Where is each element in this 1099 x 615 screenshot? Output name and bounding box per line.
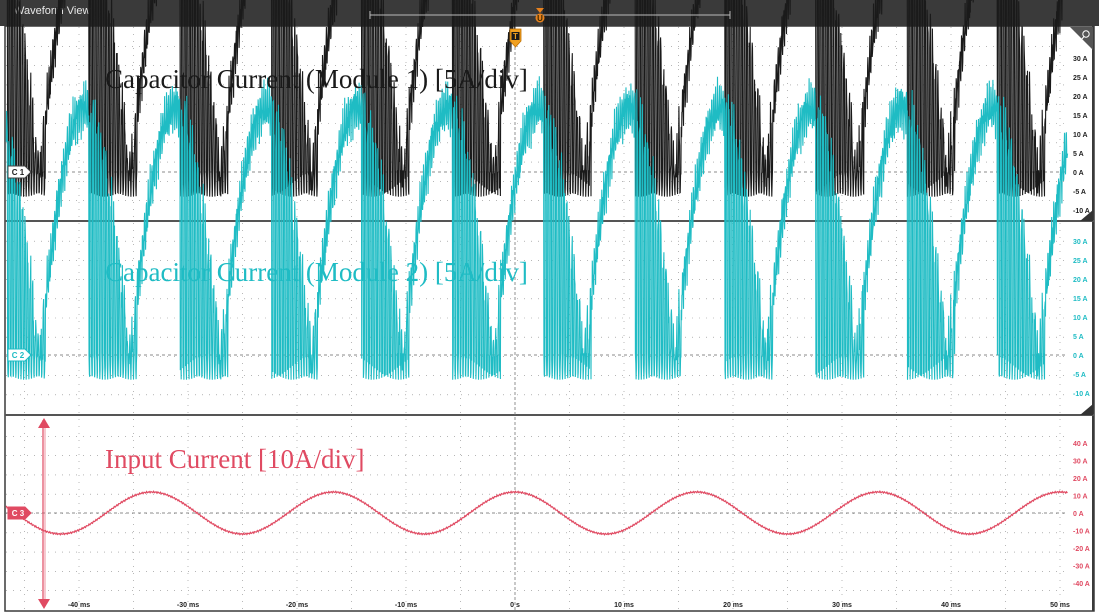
panel-corner-triangle xyxy=(1080,404,1093,415)
x-tick-label: 30 ms xyxy=(832,602,852,609)
y-tick-label: 20 A xyxy=(1073,94,1088,101)
panel-label-3: Input Current [10A/div] xyxy=(105,444,364,474)
trace-input-current xyxy=(5,490,1068,536)
traces xyxy=(5,0,1069,536)
axes: 30 A 25 A 20 A 15 A 10 A 5 A 0 A -5 A -10 A 30 A 2… xyxy=(68,56,1090,609)
channel-marker-label: C 1 xyxy=(12,168,25,177)
y-tick-label: 10 A xyxy=(1073,132,1088,139)
y-tick-label: 30 A xyxy=(1073,459,1088,466)
y-tick-label: 0 A xyxy=(1073,353,1084,360)
x-tick-label: 50 ms xyxy=(1050,602,1070,609)
y-tick-label: 5 A xyxy=(1073,334,1084,341)
channel-marker-shape xyxy=(7,165,32,179)
x-tick-label: -20 ms xyxy=(286,602,308,609)
window-title: Waveform View xyxy=(14,5,91,17)
y-tick-label: 20 A xyxy=(1073,277,1088,284)
panel-label-2: Capacitor Current (Module 2) [5A/div] xyxy=(105,257,528,287)
trace-capacitor-current-module-2 xyxy=(5,76,1069,380)
y-tick-label: 10 A xyxy=(1073,494,1088,501)
x-tick-label: -30 ms xyxy=(177,602,199,609)
vertical-cursor[interactable] xyxy=(38,418,50,609)
y-tick-label: 0 A xyxy=(1073,511,1084,518)
channel-marker-1[interactable]: C 1 xyxy=(7,165,32,179)
record-position-indicator[interactable]: U xyxy=(369,8,731,23)
y-tick-label: -5 A xyxy=(1073,189,1086,196)
y-tick-label: -30 A xyxy=(1073,564,1090,571)
position-marker-caret xyxy=(536,8,544,13)
corner-zoom-icon[interactable] xyxy=(1070,27,1093,50)
y-tick-label: 10 A xyxy=(1073,315,1088,322)
position-marker-dot xyxy=(535,13,545,23)
cursor-arrow-down xyxy=(38,599,50,609)
x-tick-label: 0 s xyxy=(510,602,520,609)
magnifier-handle xyxy=(1080,36,1085,41)
y-tick-label: 25 A xyxy=(1073,75,1088,82)
x-tick-label: 20 ms xyxy=(723,602,743,609)
markers[interactable]: C 1 C 2 C 3 U T xyxy=(7,8,1093,609)
channel-marker-2[interactable]: C 2 xyxy=(7,348,32,362)
x-tick-label: -10 ms xyxy=(395,602,417,609)
channel-marker-label: C 2 xyxy=(12,351,25,360)
y-tick-label: 0 A xyxy=(1073,170,1084,177)
x-tick-label: -40 ms xyxy=(68,602,90,609)
panel-labels: Capacitor Current (Module 1) [5A/div] Cap… xyxy=(105,64,528,474)
channel-marker-shape xyxy=(7,348,32,362)
channel-marker-label: C 3 xyxy=(12,509,25,518)
y-tick-label: -5 A xyxy=(1073,372,1086,379)
y-tick-label: 30 A xyxy=(1073,239,1088,246)
panel-corner-triangle xyxy=(1080,210,1093,221)
y-tick-label: 15 A xyxy=(1073,296,1088,303)
x-tick-label: 10 ms xyxy=(614,602,634,609)
channel-marker-shape xyxy=(7,506,32,520)
y-tick-label: -10 A xyxy=(1073,529,1090,536)
position-marker-label: U xyxy=(537,14,543,23)
y-tick-label: 15 A xyxy=(1073,113,1088,120)
y-tick-label: 25 A xyxy=(1073,258,1088,265)
y-tick-label: 40 A xyxy=(1073,441,1088,448)
trigger-marker-label: T xyxy=(513,32,518,41)
trigger-marker-box xyxy=(511,32,520,40)
trigger-marker[interactable]: T xyxy=(509,28,522,48)
y-tick-label: -40 A xyxy=(1073,581,1090,588)
y-tick-label: -10 A xyxy=(1073,391,1090,398)
panel-label-1: Capacitor Current (Module 1) [5A/div] xyxy=(105,64,528,94)
y-tick-label: 5 A xyxy=(1073,151,1084,158)
cursor-arrow-up xyxy=(38,418,50,428)
y-tick-label: 30 A xyxy=(1073,56,1088,63)
y-tick-label: -20 A xyxy=(1073,546,1090,553)
magnifier-icon xyxy=(1082,30,1090,38)
y-tick-label: 20 A xyxy=(1073,476,1088,483)
record-range-bracket xyxy=(369,11,731,19)
y-tick-label: -10 A xyxy=(1073,208,1090,215)
corner-triangle-icon xyxy=(1070,27,1093,50)
channel-marker-3[interactable]: C 3 xyxy=(7,506,32,520)
x-tick-label: 40 ms xyxy=(941,602,961,609)
